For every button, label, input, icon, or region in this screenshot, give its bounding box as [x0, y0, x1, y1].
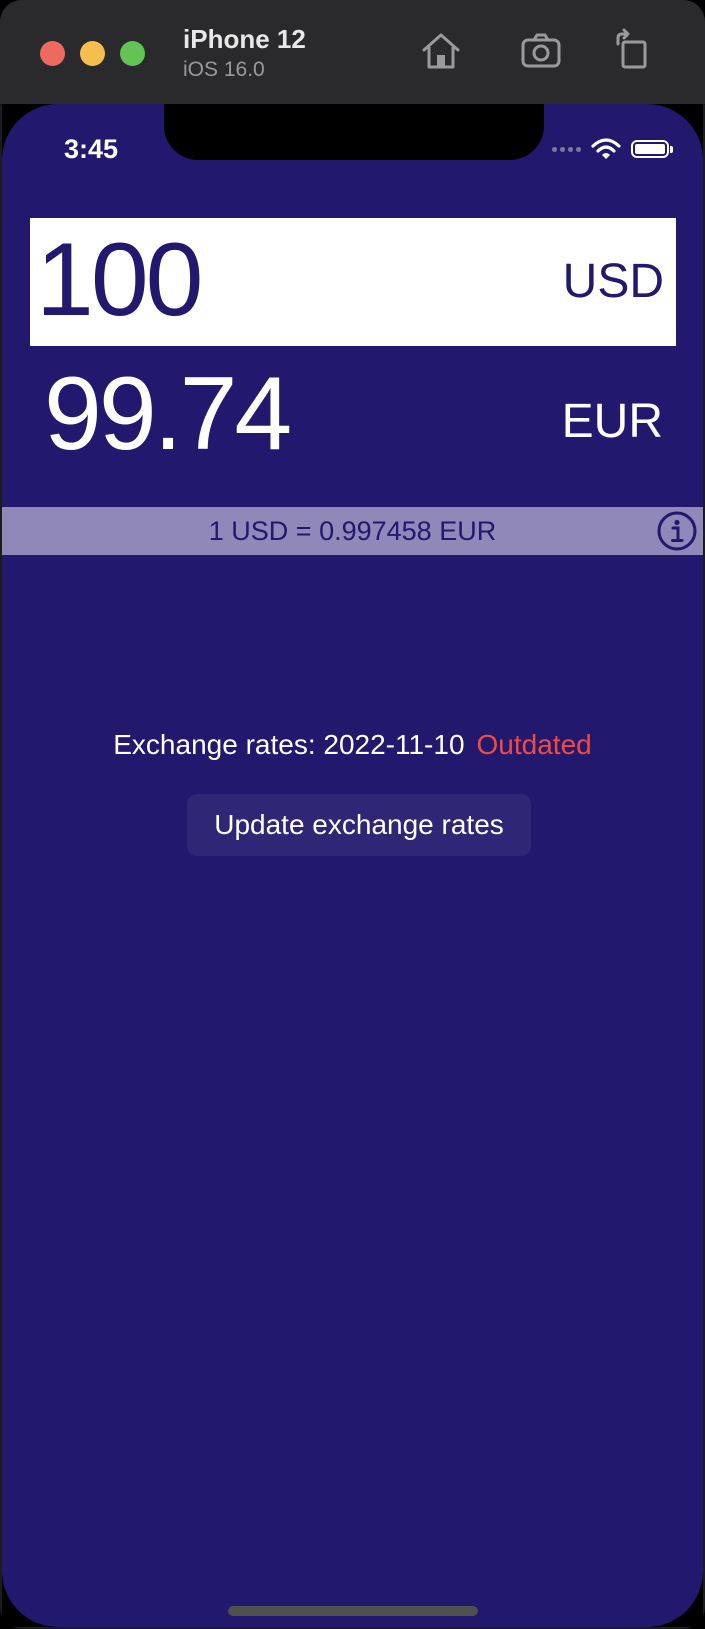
minimize-window-button[interactable] [80, 41, 105, 66]
rotate-icon[interactable] [610, 28, 656, 74]
device-notch [164, 104, 544, 160]
exchange-rate-bar: 1 USD = 0.997458 EUR [2, 507, 703, 555]
update-rates-button[interactable]: Update exchange rates [187, 794, 531, 856]
battery-icon [631, 140, 673, 158]
zoom-window-button[interactable] [120, 41, 145, 66]
simulator-titlebar: iPhone 12 iOS 16.0 [0, 0, 705, 105]
converted-amount: 99.74 [44, 356, 292, 472]
exchange-rate-text: 1 USD = 0.997458 EUR [208, 516, 497, 546]
amount-input[interactable] [36, 224, 456, 336]
info-icon[interactable] [656, 510, 698, 552]
wifi-icon [591, 138, 621, 159]
amount-input-box[interactable]: USD [30, 218, 676, 346]
cellular-dots-icon [552, 146, 581, 152]
outdated-badge: Outdated [476, 729, 592, 760]
source-currency-label[interactable]: USD [562, 255, 664, 308]
device-os-version: iOS 16.0 [183, 58, 265, 81]
status-icons [552, 136, 673, 162]
close-window-button[interactable] [40, 41, 65, 66]
app-screen: 3:45 USD 99.74 EUR 1 USD = 0.997458 [2, 104, 703, 1627]
simulator-screen: 3:45 USD 99.74 EUR 1 USD = 0.997458 [2, 104, 703, 1627]
screenshot-icon[interactable] [518, 28, 564, 74]
status-time: 3:45 [64, 134, 119, 164]
home-indicator[interactable] [228, 1606, 478, 1616]
target-currency-label[interactable]: EUR [561, 395, 663, 448]
device-name: iPhone 12 [183, 24, 306, 54]
rates-date-label: Exchange rates: 2022-11-10 [113, 729, 465, 760]
home-icon[interactable] [418, 28, 464, 74]
rates-status-line: Exchange rates: 2022-11-10 Outdated [2, 729, 703, 761]
